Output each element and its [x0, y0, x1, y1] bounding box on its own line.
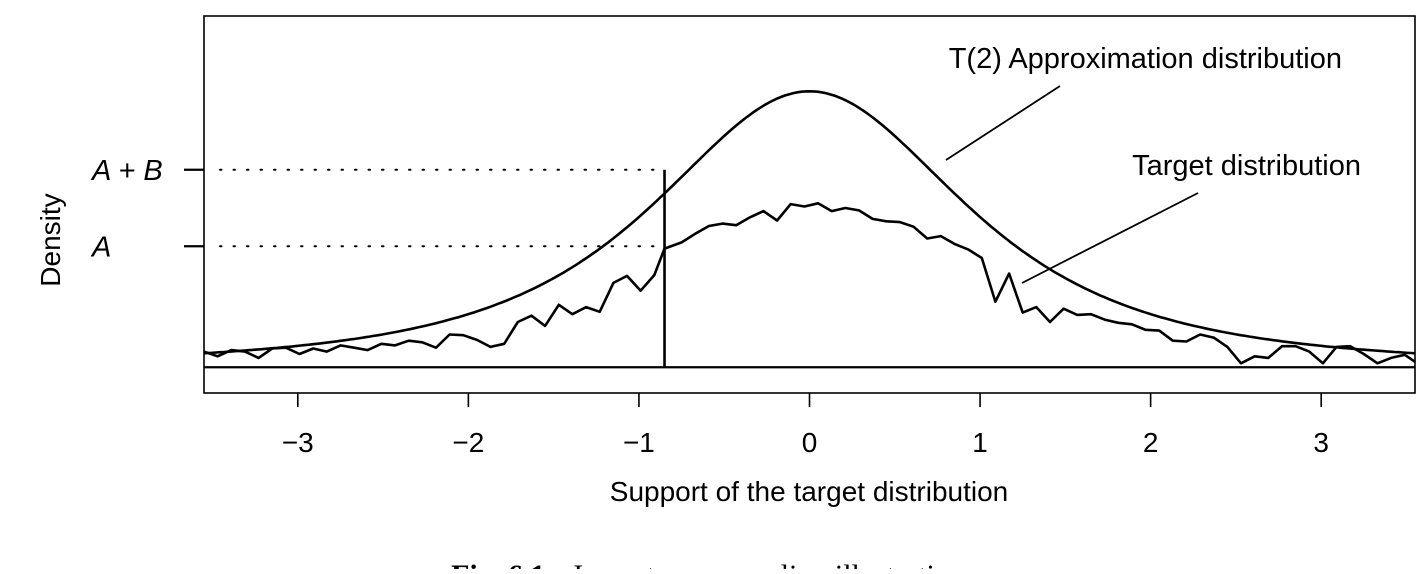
- series-label-target-pointer: [1021, 192, 1199, 284]
- series-t2-approximation-line: [203, 90, 1416, 355]
- x-axis-label: Support of the target distribution: [610, 476, 1008, 507]
- x-tick-label: 1: [972, 427, 988, 458]
- series-label-t2: T(2) Approximation distribution: [949, 43, 1342, 75]
- x-tick-label: −2: [452, 427, 484, 458]
- caption-label: Fig. 6.1: [451, 559, 545, 569]
- series-target-line: [203, 202, 1416, 365]
- series-label-target: Target distribution: [1132, 150, 1361, 182]
- y-axis-label: Density: [35, 193, 66, 286]
- x-tick-label: −1: [623, 427, 655, 458]
- x-tick-label: 0: [802, 427, 818, 458]
- x-tick-label: 3: [1313, 427, 1329, 458]
- y-tick-label-a: A: [90, 231, 111, 263]
- x-tick-label: −3: [282, 427, 314, 458]
- plot-marks: [203, 90, 1416, 369]
- x-tick-label: 2: [1143, 427, 1159, 458]
- caption-text: Importance sampling illustration: [573, 559, 965, 569]
- caption: Fig. 6.1 Importance sampling illustration: [451, 559, 965, 569]
- y-tick-label-a-plus-b: A + B: [90, 155, 163, 187]
- y-axis-ticks: A + B A: [90, 155, 204, 263]
- x-axis-ticks: −3 −2 −1 0 1 2 3: [282, 393, 1329, 458]
- series-label-t2-pointer: [945, 85, 1061, 161]
